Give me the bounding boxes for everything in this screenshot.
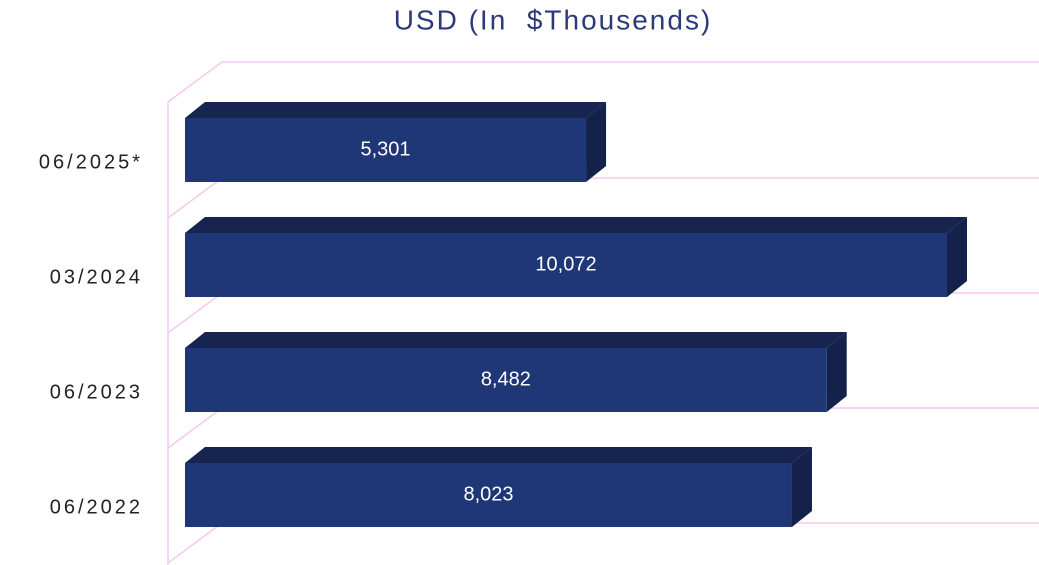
bar-top	[185, 102, 607, 118]
bar-side	[586, 102, 607, 182]
bar-side	[791, 447, 812, 527]
category-label: 03/2024	[50, 266, 143, 288]
bar-top	[185, 332, 847, 348]
bar	[185, 118, 587, 182]
chart-title: USD (In $Thousends)	[394, 4, 713, 35]
bar-top	[185, 447, 812, 463]
bar	[185, 463, 792, 527]
wall-line	[167, 407, 223, 449]
wall-line	[167, 177, 223, 219]
category-label: 06/2022	[50, 496, 143, 518]
category-label: 06/2023	[50, 381, 143, 403]
bar	[185, 348, 827, 412]
value-label: 8,482	[481, 368, 531, 390]
value-label: 5,301	[360, 138, 410, 160]
bar-side	[826, 332, 847, 412]
value-label: 10,072	[535, 253, 596, 275]
category-label: 06/2025*	[39, 151, 143, 173]
wall-line	[167, 292, 223, 334]
wall-line	[167, 522, 223, 564]
wall-line	[167, 61, 223, 103]
bar-side	[947, 217, 967, 297]
value-label: 8,023	[463, 483, 513, 505]
bar-top	[185, 217, 967, 233]
bar	[185, 233, 947, 297]
